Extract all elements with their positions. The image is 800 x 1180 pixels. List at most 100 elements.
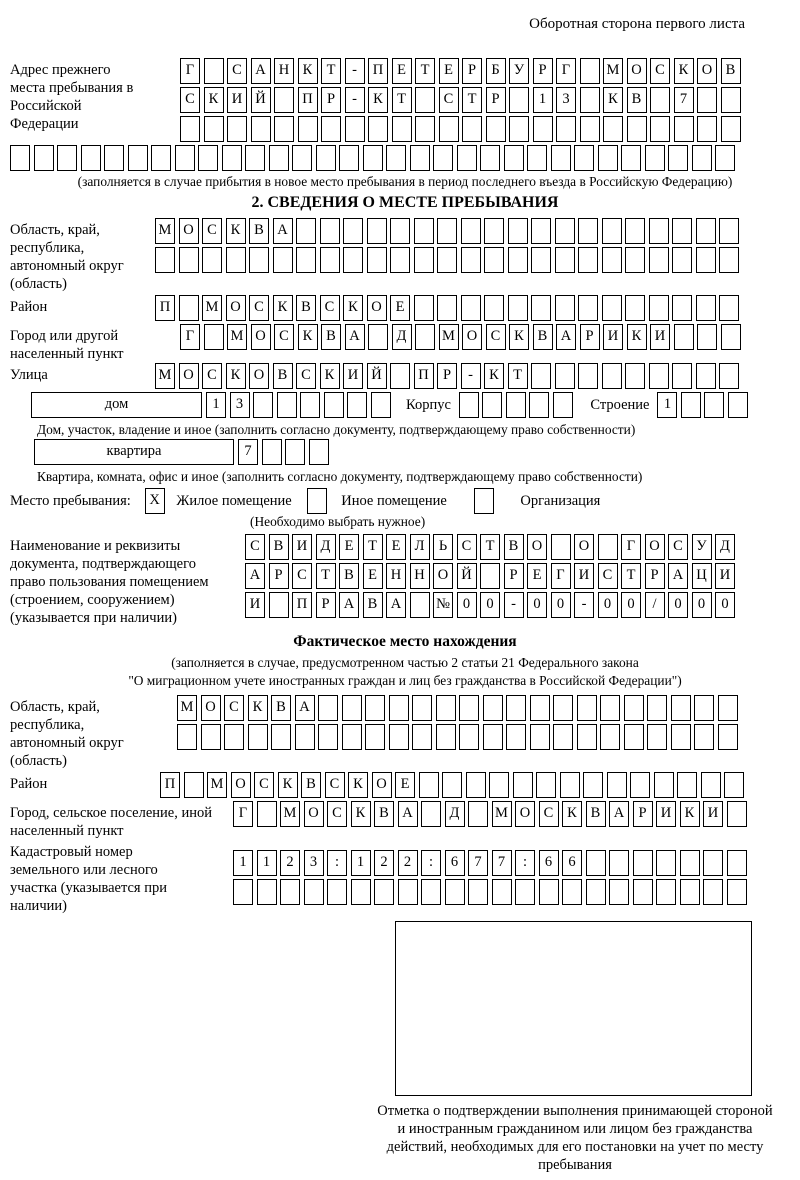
char-box[interactable]: К xyxy=(272,295,293,321)
char-box[interactable] xyxy=(694,695,714,721)
char-box[interactable] xyxy=(183,772,204,798)
char-box[interactable] xyxy=(695,295,716,321)
char-box[interactable] xyxy=(648,218,669,244)
char-box[interactable] xyxy=(512,772,533,798)
char-box[interactable] xyxy=(368,116,388,142)
char-box[interactable] xyxy=(625,295,645,321)
char-box[interactable]: 0 xyxy=(621,592,641,618)
char-box[interactable]: 0 xyxy=(691,592,712,618)
char-box[interactable]: Р xyxy=(485,87,506,113)
char-box[interactable]: Д xyxy=(391,324,412,350)
char-box[interactable]: В xyxy=(271,695,291,721)
char-box[interactable] xyxy=(531,295,551,321)
char-box[interactable]: И xyxy=(227,87,247,113)
char-box[interactable]: Р xyxy=(644,563,665,589)
char-box[interactable]: 1 xyxy=(256,850,277,876)
char-box[interactable] xyxy=(365,695,385,721)
char-box[interactable] xyxy=(365,724,385,750)
char-box[interactable] xyxy=(225,247,246,273)
char-box[interactable] xyxy=(491,879,512,905)
char-box[interactable] xyxy=(274,87,294,113)
char-box[interactable] xyxy=(482,392,503,418)
char-box[interactable] xyxy=(268,145,289,171)
char-box[interactable]: А xyxy=(339,592,359,618)
char-box[interactable] xyxy=(606,772,627,798)
char-box[interactable]: П xyxy=(160,772,180,798)
char-box[interactable] xyxy=(670,724,691,750)
char-box[interactable] xyxy=(673,324,694,350)
char-box[interactable] xyxy=(339,145,359,171)
char-box[interactable]: К xyxy=(484,363,504,389)
char-box[interactable] xyxy=(484,295,504,321)
char-box[interactable]: Р xyxy=(532,58,553,84)
char-box[interactable]: : xyxy=(421,850,441,876)
char-box[interactable] xyxy=(553,695,573,721)
char-box[interactable] xyxy=(484,247,504,273)
char-box[interactable]: В xyxy=(268,534,289,560)
char-box[interactable]: М xyxy=(280,801,300,827)
char-box[interactable]: М xyxy=(155,363,175,389)
char-box[interactable]: Ь xyxy=(433,534,453,560)
char-box[interactable] xyxy=(556,116,576,142)
char-box[interactable]: В xyxy=(272,363,293,389)
char-box[interactable]: В xyxy=(301,772,321,798)
char-box[interactable]: М xyxy=(155,218,175,244)
char-box[interactable] xyxy=(650,87,670,113)
char-box[interactable] xyxy=(296,218,316,244)
char-box[interactable] xyxy=(390,363,410,389)
char-box[interactable]: 6 xyxy=(538,850,559,876)
char-box[interactable]: № xyxy=(433,592,453,618)
char-box[interactable] xyxy=(177,724,197,750)
char-box[interactable] xyxy=(397,879,418,905)
char-box[interactable]: К xyxy=(626,324,647,350)
char-box[interactable] xyxy=(529,392,550,418)
char-box[interactable] xyxy=(442,772,462,798)
char-box[interactable]: С xyxy=(292,563,312,589)
char-box[interactable] xyxy=(415,116,435,142)
char-box[interactable]: П xyxy=(297,87,318,113)
char-box[interactable] xyxy=(413,247,434,273)
char-box[interactable] xyxy=(695,218,716,244)
char-box[interactable] xyxy=(203,58,224,84)
char-box[interactable] xyxy=(505,392,526,418)
char-box[interactable]: 2 xyxy=(374,850,394,876)
char-box[interactable]: И xyxy=(292,534,312,560)
char-box[interactable] xyxy=(227,116,247,142)
char-box[interactable] xyxy=(717,695,738,721)
char-box[interactable] xyxy=(704,392,725,418)
char-box[interactable] xyxy=(679,850,700,876)
char-box[interactable]: Е xyxy=(438,58,459,84)
char-box[interactable]: 1 xyxy=(206,392,226,418)
char-box[interactable] xyxy=(343,247,363,273)
char-box[interactable] xyxy=(726,879,747,905)
char-box[interactable] xyxy=(221,145,242,171)
char-box[interactable]: П xyxy=(368,58,388,84)
char-box[interactable] xyxy=(343,218,363,244)
char-box[interactable]: И xyxy=(703,801,723,827)
char-box[interactable]: А xyxy=(609,801,629,827)
char-box[interactable] xyxy=(579,87,600,113)
char-box[interactable] xyxy=(673,116,694,142)
char-box[interactable] xyxy=(318,695,338,721)
char-box[interactable]: О xyxy=(178,218,199,244)
char-box[interactable]: Т xyxy=(480,534,500,560)
char-box[interactable]: В xyxy=(362,592,383,618)
char-box[interactable]: В xyxy=(585,801,606,827)
char-box[interactable] xyxy=(57,145,77,171)
char-box[interactable]: К xyxy=(368,87,388,113)
char-box[interactable]: 0 xyxy=(527,592,547,618)
char-box[interactable]: И xyxy=(650,324,670,350)
char-box[interactable]: О xyxy=(249,363,269,389)
char-box[interactable]: К xyxy=(348,772,368,798)
char-box[interactable]: В xyxy=(296,295,316,321)
char-box[interactable]: Р xyxy=(437,363,457,389)
char-box[interactable] xyxy=(468,879,488,905)
char-box[interactable] xyxy=(562,879,582,905)
char-box[interactable]: Е xyxy=(362,563,383,589)
char-box[interactable] xyxy=(507,295,528,321)
char-box[interactable]: - xyxy=(503,592,524,618)
char-box[interactable] xyxy=(726,850,747,876)
char-box[interactable] xyxy=(648,295,669,321)
char-box[interactable] xyxy=(460,295,481,321)
char-box[interactable]: Р xyxy=(632,801,653,827)
